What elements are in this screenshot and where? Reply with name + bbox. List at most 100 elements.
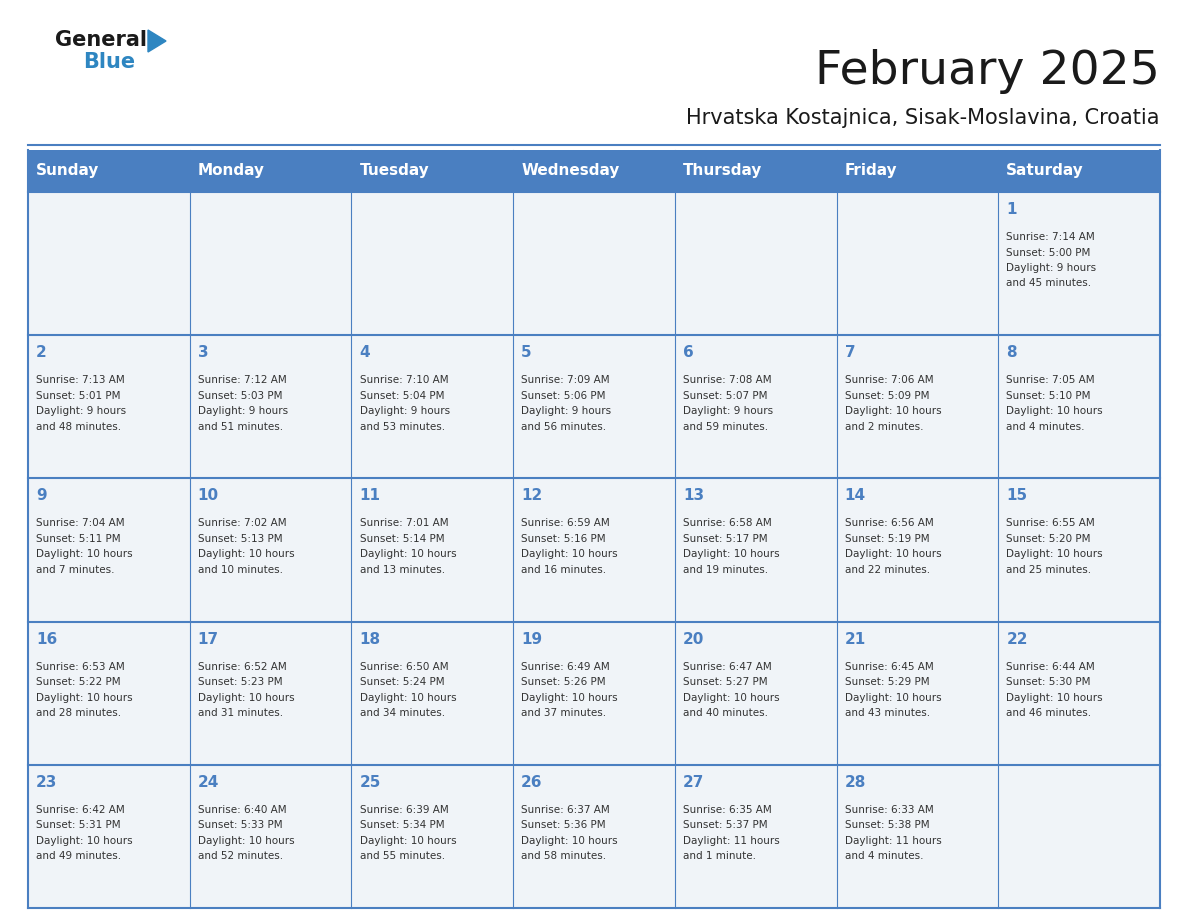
Text: and 49 minutes.: and 49 minutes. xyxy=(36,851,121,861)
Text: Sunrise: 7:04 AM: Sunrise: 7:04 AM xyxy=(36,519,125,529)
Text: Sunrise: 6:44 AM: Sunrise: 6:44 AM xyxy=(1006,662,1095,672)
Text: and 1 minute.: and 1 minute. xyxy=(683,851,756,861)
Text: Sunrise: 7:05 AM: Sunrise: 7:05 AM xyxy=(1006,375,1095,386)
Text: Daylight: 9 hours: Daylight: 9 hours xyxy=(36,406,126,416)
Text: Daylight: 10 hours: Daylight: 10 hours xyxy=(197,549,295,559)
Text: Daylight: 10 hours: Daylight: 10 hours xyxy=(360,835,456,845)
Text: Sunday: Sunday xyxy=(36,163,100,178)
Text: Sunrise: 6:59 AM: Sunrise: 6:59 AM xyxy=(522,519,609,529)
Text: Sunset: 5:19 PM: Sunset: 5:19 PM xyxy=(845,534,929,543)
Text: Daylight: 9 hours: Daylight: 9 hours xyxy=(683,406,773,416)
Text: Sunrise: 6:50 AM: Sunrise: 6:50 AM xyxy=(360,662,448,672)
Text: Sunrise: 6:39 AM: Sunrise: 6:39 AM xyxy=(360,805,448,815)
Text: Sunset: 5:23 PM: Sunset: 5:23 PM xyxy=(197,677,283,687)
Text: Sunset: 5:01 PM: Sunset: 5:01 PM xyxy=(36,391,121,400)
Text: Daylight: 9 hours: Daylight: 9 hours xyxy=(522,406,612,416)
Text: and 52 minutes.: and 52 minutes. xyxy=(197,851,283,861)
Text: 24: 24 xyxy=(197,775,219,789)
Text: 6: 6 xyxy=(683,345,694,360)
Text: and 19 minutes.: and 19 minutes. xyxy=(683,565,769,575)
Text: Sunrise: 7:12 AM: Sunrise: 7:12 AM xyxy=(197,375,286,386)
Text: and 40 minutes.: and 40 minutes. xyxy=(683,708,767,718)
Text: Sunrise: 6:53 AM: Sunrise: 6:53 AM xyxy=(36,662,125,672)
Text: Sunrise: 6:47 AM: Sunrise: 6:47 AM xyxy=(683,662,772,672)
Text: Sunset: 5:00 PM: Sunset: 5:00 PM xyxy=(1006,248,1091,258)
Text: Sunset: 5:09 PM: Sunset: 5:09 PM xyxy=(845,391,929,400)
Text: Daylight: 10 hours: Daylight: 10 hours xyxy=(522,835,618,845)
Text: 11: 11 xyxy=(360,488,380,503)
Text: and 59 minutes.: and 59 minutes. xyxy=(683,421,769,431)
Text: and 28 minutes.: and 28 minutes. xyxy=(36,708,121,718)
Text: Sunset: 5:10 PM: Sunset: 5:10 PM xyxy=(1006,391,1091,400)
Text: and 55 minutes.: and 55 minutes. xyxy=(360,851,444,861)
Text: Daylight: 10 hours: Daylight: 10 hours xyxy=(36,549,133,559)
Text: Daylight: 10 hours: Daylight: 10 hours xyxy=(197,692,295,702)
Text: Sunrise: 7:13 AM: Sunrise: 7:13 AM xyxy=(36,375,125,386)
Text: Sunset: 5:31 PM: Sunset: 5:31 PM xyxy=(36,821,121,830)
Text: Daylight: 10 hours: Daylight: 10 hours xyxy=(360,692,456,702)
Text: Sunset: 5:13 PM: Sunset: 5:13 PM xyxy=(197,534,283,543)
Text: and 45 minutes.: and 45 minutes. xyxy=(1006,278,1092,288)
Text: Sunrise: 7:14 AM: Sunrise: 7:14 AM xyxy=(1006,232,1095,242)
Text: 10: 10 xyxy=(197,488,219,503)
Text: Sunset: 5:16 PM: Sunset: 5:16 PM xyxy=(522,534,606,543)
Text: Sunrise: 6:40 AM: Sunrise: 6:40 AM xyxy=(197,805,286,815)
Text: Thursday: Thursday xyxy=(683,163,763,178)
Text: Daylight: 9 hours: Daylight: 9 hours xyxy=(197,406,287,416)
Text: 1: 1 xyxy=(1006,202,1017,217)
Text: 21: 21 xyxy=(845,632,866,646)
Text: Sunset: 5:07 PM: Sunset: 5:07 PM xyxy=(683,391,767,400)
Text: and 58 minutes.: and 58 minutes. xyxy=(522,851,606,861)
Text: and 4 minutes.: and 4 minutes. xyxy=(845,851,923,861)
Text: 25: 25 xyxy=(360,775,381,789)
Text: Sunset: 5:03 PM: Sunset: 5:03 PM xyxy=(197,391,283,400)
Text: 17: 17 xyxy=(197,632,219,646)
Text: Sunrise: 6:42 AM: Sunrise: 6:42 AM xyxy=(36,805,125,815)
Text: Saturday: Saturday xyxy=(1006,163,1085,178)
Text: and 4 minutes.: and 4 minutes. xyxy=(1006,421,1085,431)
Text: Wednesday: Wednesday xyxy=(522,163,620,178)
Text: and 51 minutes.: and 51 minutes. xyxy=(197,421,283,431)
Text: Sunrise: 7:08 AM: Sunrise: 7:08 AM xyxy=(683,375,771,386)
Text: Sunrise: 6:37 AM: Sunrise: 6:37 AM xyxy=(522,805,609,815)
Text: and 48 minutes.: and 48 minutes. xyxy=(36,421,121,431)
Text: 14: 14 xyxy=(845,488,866,503)
Text: Daylight: 10 hours: Daylight: 10 hours xyxy=(197,835,295,845)
Text: Daylight: 10 hours: Daylight: 10 hours xyxy=(1006,406,1102,416)
Text: Sunrise: 6:49 AM: Sunrise: 6:49 AM xyxy=(522,662,609,672)
Text: Daylight: 10 hours: Daylight: 10 hours xyxy=(522,692,618,702)
Text: 22: 22 xyxy=(1006,632,1028,646)
Text: Sunrise: 6:52 AM: Sunrise: 6:52 AM xyxy=(197,662,286,672)
Text: and 34 minutes.: and 34 minutes. xyxy=(360,708,444,718)
Text: Sunset: 5:37 PM: Sunset: 5:37 PM xyxy=(683,821,767,830)
Text: and 46 minutes.: and 46 minutes. xyxy=(1006,708,1092,718)
Text: Daylight: 10 hours: Daylight: 10 hours xyxy=(845,549,941,559)
Text: 26: 26 xyxy=(522,775,543,789)
Text: and 37 minutes.: and 37 minutes. xyxy=(522,708,606,718)
Bar xyxy=(29,192,1159,908)
Text: 5: 5 xyxy=(522,345,532,360)
Text: Sunset: 5:06 PM: Sunset: 5:06 PM xyxy=(522,391,606,400)
Text: Sunset: 5:34 PM: Sunset: 5:34 PM xyxy=(360,821,444,830)
Text: Sunrise: 7:09 AM: Sunrise: 7:09 AM xyxy=(522,375,609,386)
Text: Daylight: 11 hours: Daylight: 11 hours xyxy=(845,835,941,845)
Text: Sunset: 5:24 PM: Sunset: 5:24 PM xyxy=(360,677,444,687)
Text: Daylight: 10 hours: Daylight: 10 hours xyxy=(1006,692,1102,702)
Text: Daylight: 10 hours: Daylight: 10 hours xyxy=(683,692,779,702)
Text: Daylight: 11 hours: Daylight: 11 hours xyxy=(683,835,779,845)
Text: Sunset: 5:20 PM: Sunset: 5:20 PM xyxy=(1006,534,1091,543)
Text: and 31 minutes.: and 31 minutes. xyxy=(197,708,283,718)
Text: February 2025: February 2025 xyxy=(815,50,1159,95)
Text: Sunrise: 6:35 AM: Sunrise: 6:35 AM xyxy=(683,805,772,815)
Text: Sunset: 5:26 PM: Sunset: 5:26 PM xyxy=(522,677,606,687)
Text: Sunrise: 6:45 AM: Sunrise: 6:45 AM xyxy=(845,662,934,672)
Text: and 43 minutes.: and 43 minutes. xyxy=(845,708,930,718)
Text: and 2 minutes.: and 2 minutes. xyxy=(845,421,923,431)
Text: Sunrise: 7:06 AM: Sunrise: 7:06 AM xyxy=(845,375,934,386)
Text: and 25 minutes.: and 25 minutes. xyxy=(1006,565,1092,575)
Text: 18: 18 xyxy=(360,632,380,646)
Text: Sunset: 5:27 PM: Sunset: 5:27 PM xyxy=(683,677,767,687)
Text: Daylight: 10 hours: Daylight: 10 hours xyxy=(522,549,618,559)
Text: Blue: Blue xyxy=(83,52,135,72)
Text: 7: 7 xyxy=(845,345,855,360)
